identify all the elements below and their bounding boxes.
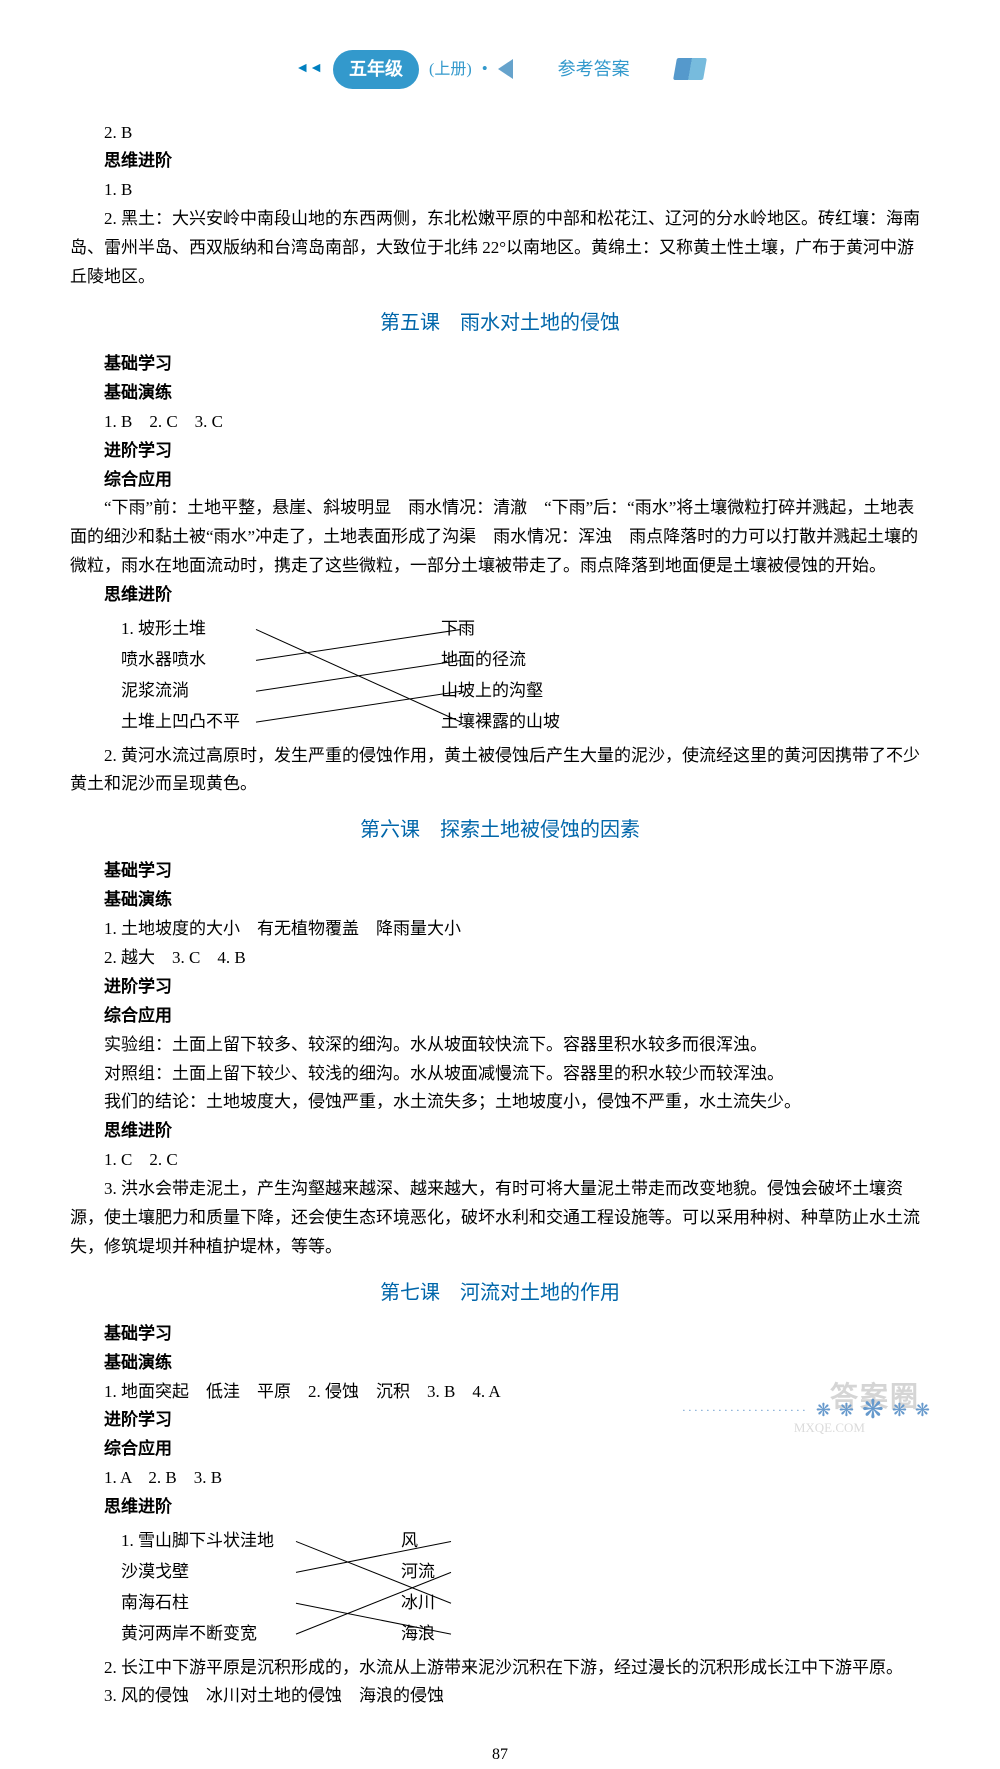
lesson6-practice-heading: 基础演练	[70, 886, 930, 915]
lesson6-title: 第六课 探索土地被侵蚀的因素	[70, 813, 930, 847]
match-left: 黄河两岸不断变宽	[121, 1620, 301, 1649]
lesson7-t3: 3. 风的侵蚀 冰川对土地的侵蚀 海浪的侵蚀	[70, 1682, 930, 1711]
lesson5-title: 第五课 雨水对土地的侵蚀	[70, 306, 930, 340]
lesson5-advance-heading: 进阶学习	[70, 437, 930, 466]
match-right: 山坡上的沟壑	[441, 677, 641, 706]
lesson7-practice-heading: 基础演练	[70, 1349, 930, 1378]
lesson5-practice-heading: 基础演练	[70, 379, 930, 408]
grade-badge: 五年级	[333, 50, 419, 89]
lesson6-advance-heading: 进阶学习	[70, 973, 930, 1002]
lesson6-app2: 对照组：土面上留下较少、较浅的细沟。水从坡面减慢流下。容器里的积水较少而较浑浊。	[70, 1060, 930, 1089]
lesson6-app1: 实验组：土面上留下较多、较深的细沟。水从坡面较快流下。容器里积水较多而很浑浊。	[70, 1031, 930, 1060]
volume-label: (上册)	[429, 56, 472, 83]
table-row: 沙漠戈壁 河流	[121, 1557, 601, 1588]
lesson6-basic-heading: 基础学习	[70, 857, 930, 886]
nav-arrow-icon: ◄◄	[295, 57, 323, 81]
lesson5-matching: 1. 坡形土堆 下雨 喷水器喷水 地面的径流 泥浆流淌 山坡上的沟壑 土堆上凹凸…	[121, 614, 641, 738]
table-row: 土堆上凹凸不平 土壤裸露的山坡	[121, 707, 641, 738]
lesson5-thinking-heading: 思维进阶	[70, 581, 930, 610]
match-right: 河流	[401, 1558, 601, 1587]
match-left: 土堆上凹凸不平	[121, 708, 301, 737]
intro-thinking-heading: 思维进阶	[70, 147, 930, 176]
intro-q2: 2. B	[70, 119, 930, 148]
lesson6-t1: 1. C 2. C	[70, 1146, 930, 1175]
table-row: 南海石柱 冰川	[121, 1588, 601, 1619]
match-right: 冰川	[401, 1589, 601, 1618]
answers-label: 参考答案	[528, 54, 660, 85]
match-left: 1. 雪山脚下斗状洼地	[121, 1527, 301, 1556]
dot-icon: •	[482, 55, 488, 84]
lesson6-app3: 我们的结论：土地坡度大，侵蚀严重，水土流失多；土地坡度小，侵蚀不严重，水土流失少…	[70, 1088, 930, 1117]
table-row: 1. 雪山脚下斗状洼地 风	[121, 1526, 601, 1557]
lesson7-thinking-heading: 思维进阶	[70, 1493, 930, 1522]
footer-decoration: ····················· ❋ ❋ ❋ ❋ ❋	[682, 1388, 930, 1432]
snowflake-icon: ❋	[892, 1395, 907, 1426]
match-right: 土壤裸露的山坡	[441, 708, 641, 737]
arrow-icon	[498, 59, 513, 79]
match-right: 地面的径流	[441, 646, 641, 675]
lesson6-app-heading: 综合应用	[70, 1002, 930, 1031]
snowflake-icon: ❋	[816, 1395, 831, 1426]
lesson7-basic-heading: 基础学习	[70, 1320, 930, 1349]
lesson5-app-text: “下雨”前：土地平整，悬崖、斜坡明显 雨水情况：清澈 “下雨”后：“雨水”将土壤…	[70, 494, 930, 581]
intro-t1: 1. B	[70, 176, 930, 205]
lesson6-t3: 3. 洪水会带走泥土，产生沟壑越来越深、越来越大，有时可将大量泥土带走而改变地貌…	[70, 1175, 930, 1262]
lesson7-matching: 1. 雪山脚下斗状洼地 风 沙漠戈壁 河流 南海石柱 冰川 黄河两岸不断变宽 海…	[121, 1526, 601, 1650]
lesson5-app-heading: 综合应用	[70, 466, 930, 495]
match-left: 泥浆流淌	[121, 677, 301, 706]
snowflake-icon: ❋	[915, 1395, 930, 1426]
lesson6-a2: 2. 越大 3. C 4. B	[70, 944, 930, 973]
match-right: 下雨	[441, 615, 641, 644]
table-row: 黄河两岸不断变宽 海浪	[121, 1619, 601, 1650]
lesson7-title: 第七课 河流对土地的作用	[70, 1276, 930, 1310]
table-row: 喷水器喷水 地面的径流	[121, 645, 641, 676]
dots-icon: ·····················	[682, 1400, 808, 1420]
match-left: 沙漠戈壁	[121, 1558, 301, 1587]
match-left: 1. 坡形土堆	[121, 615, 301, 644]
lesson7-app-heading: 综合应用	[70, 1435, 930, 1464]
lesson7-t2: 2. 长江中下游平原是沉积形成的，水流从上游带来泥沙沉积在下游，经过漫长的沉积形…	[70, 1654, 930, 1683]
table-row: 1. 坡形土堆 下雨	[121, 614, 641, 645]
snowflake-icon: ❋	[862, 1388, 884, 1432]
snowflake-icon: ❋	[839, 1395, 854, 1426]
match-right: 风	[401, 1527, 601, 1556]
lesson5-basic-heading: 基础学习	[70, 350, 930, 379]
match-right: 海浪	[401, 1620, 601, 1649]
book-icon	[673, 58, 707, 80]
lesson7-app1: 1. A 2. B 3. B	[70, 1464, 930, 1493]
page-number: 87	[70, 1741, 930, 1768]
table-row: 泥浆流淌 山坡上的沟壑	[121, 676, 641, 707]
match-left: 喷水器喷水	[121, 646, 301, 675]
intro-t2: 2. 黑土：大兴安岭中南段山地的东西两侧，东北松嫩平原的中部和松花江、辽河的分水…	[70, 205, 930, 292]
lesson6-a1: 1. 土地坡度的大小 有无植物覆盖 降雨量大小	[70, 915, 930, 944]
match-left: 南海石柱	[121, 1589, 301, 1618]
lesson6-thinking-heading: 思维进阶	[70, 1117, 930, 1146]
page-header: ◄◄ 五年级 (上册) • 参考答案	[70, 50, 930, 89]
lesson5-answers: 1. B 2. C 3. C	[70, 408, 930, 437]
header-right: 参考答案	[498, 54, 705, 85]
lesson5-t2: 2. 黄河水流过高原时，发生严重的侵蚀作用，黄土被侵蚀后产生大量的泥沙，使流经这…	[70, 742, 930, 800]
